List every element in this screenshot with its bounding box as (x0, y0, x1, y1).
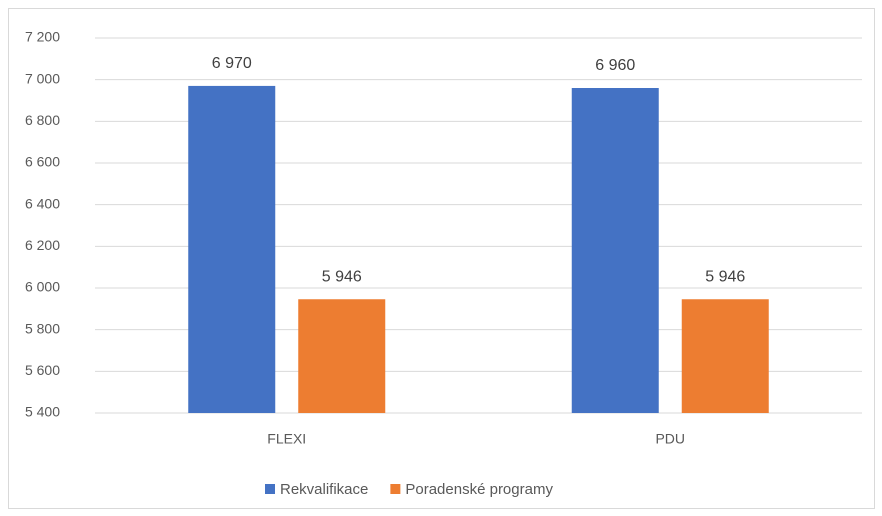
y-tick-label: 6 200 (25, 237, 60, 253)
value-label: 5 946 (322, 268, 362, 285)
bar (188, 85, 276, 414)
y-tick-label: 6 600 (25, 154, 60, 170)
x-tick-label: PDU (655, 431, 685, 447)
value-label: 6 960 (595, 57, 635, 74)
y-tick-label: 5 800 (25, 320, 60, 336)
y-tick-label: 6 800 (25, 112, 60, 128)
x-tick-label: FLEXI (267, 431, 306, 447)
y-tick-label: 7 000 (25, 70, 60, 86)
bar (298, 299, 386, 413)
y-tick-label: 6 400 (25, 195, 60, 211)
bar (681, 299, 769, 413)
chart-frame (8, 8, 875, 509)
legend-swatch (265, 484, 275, 494)
legend-label: Rekvalifikace (280, 481, 368, 498)
bar (571, 88, 659, 413)
y-tick-label: 7 200 (25, 29, 60, 45)
value-label: 6 970 (212, 55, 252, 72)
legend-label: Poradenské programy (405, 481, 553, 498)
y-tick-label: 5 600 (25, 362, 60, 378)
y-tick-label: 6 000 (25, 279, 60, 295)
y-tick-label: 5 400 (25, 404, 60, 420)
legend-swatch (390, 484, 401, 494)
value-label: 5 946 (705, 268, 745, 285)
